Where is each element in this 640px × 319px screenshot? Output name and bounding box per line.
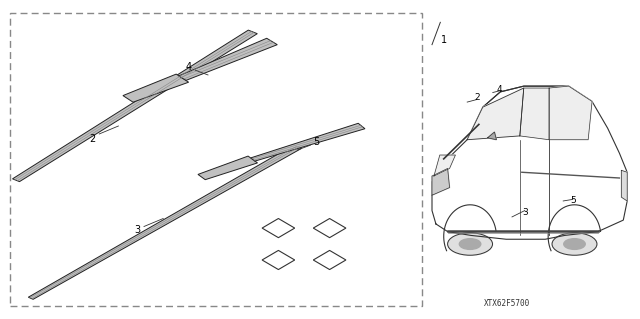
Polygon shape	[432, 86, 627, 239]
Polygon shape	[251, 123, 365, 161]
Polygon shape	[123, 74, 189, 102]
Text: 4: 4	[186, 62, 192, 72]
Polygon shape	[434, 155, 456, 176]
Polygon shape	[179, 38, 277, 80]
Polygon shape	[314, 250, 346, 270]
Text: 3: 3	[522, 208, 527, 217]
Polygon shape	[549, 86, 592, 140]
Polygon shape	[432, 168, 449, 195]
Polygon shape	[13, 30, 257, 182]
Polygon shape	[314, 219, 346, 238]
Polygon shape	[621, 170, 627, 201]
Text: XTX62F5700: XTX62F5700	[484, 299, 531, 308]
Text: 2: 2	[90, 134, 96, 144]
Circle shape	[447, 233, 493, 255]
Text: 2: 2	[474, 93, 479, 102]
Text: 5: 5	[570, 197, 575, 205]
Polygon shape	[198, 156, 257, 180]
Polygon shape	[488, 132, 497, 140]
Text: 4: 4	[497, 85, 502, 94]
Polygon shape	[262, 250, 295, 270]
Text: 5: 5	[314, 137, 320, 147]
Bar	[10, 13, 422, 306]
Polygon shape	[28, 145, 301, 299]
Text: 3: 3	[134, 225, 141, 235]
Circle shape	[460, 239, 481, 249]
Circle shape	[564, 239, 585, 249]
Text: 1: 1	[440, 35, 447, 45]
Polygon shape	[467, 88, 524, 140]
Polygon shape	[262, 219, 295, 238]
Polygon shape	[520, 88, 549, 140]
Circle shape	[552, 233, 597, 255]
